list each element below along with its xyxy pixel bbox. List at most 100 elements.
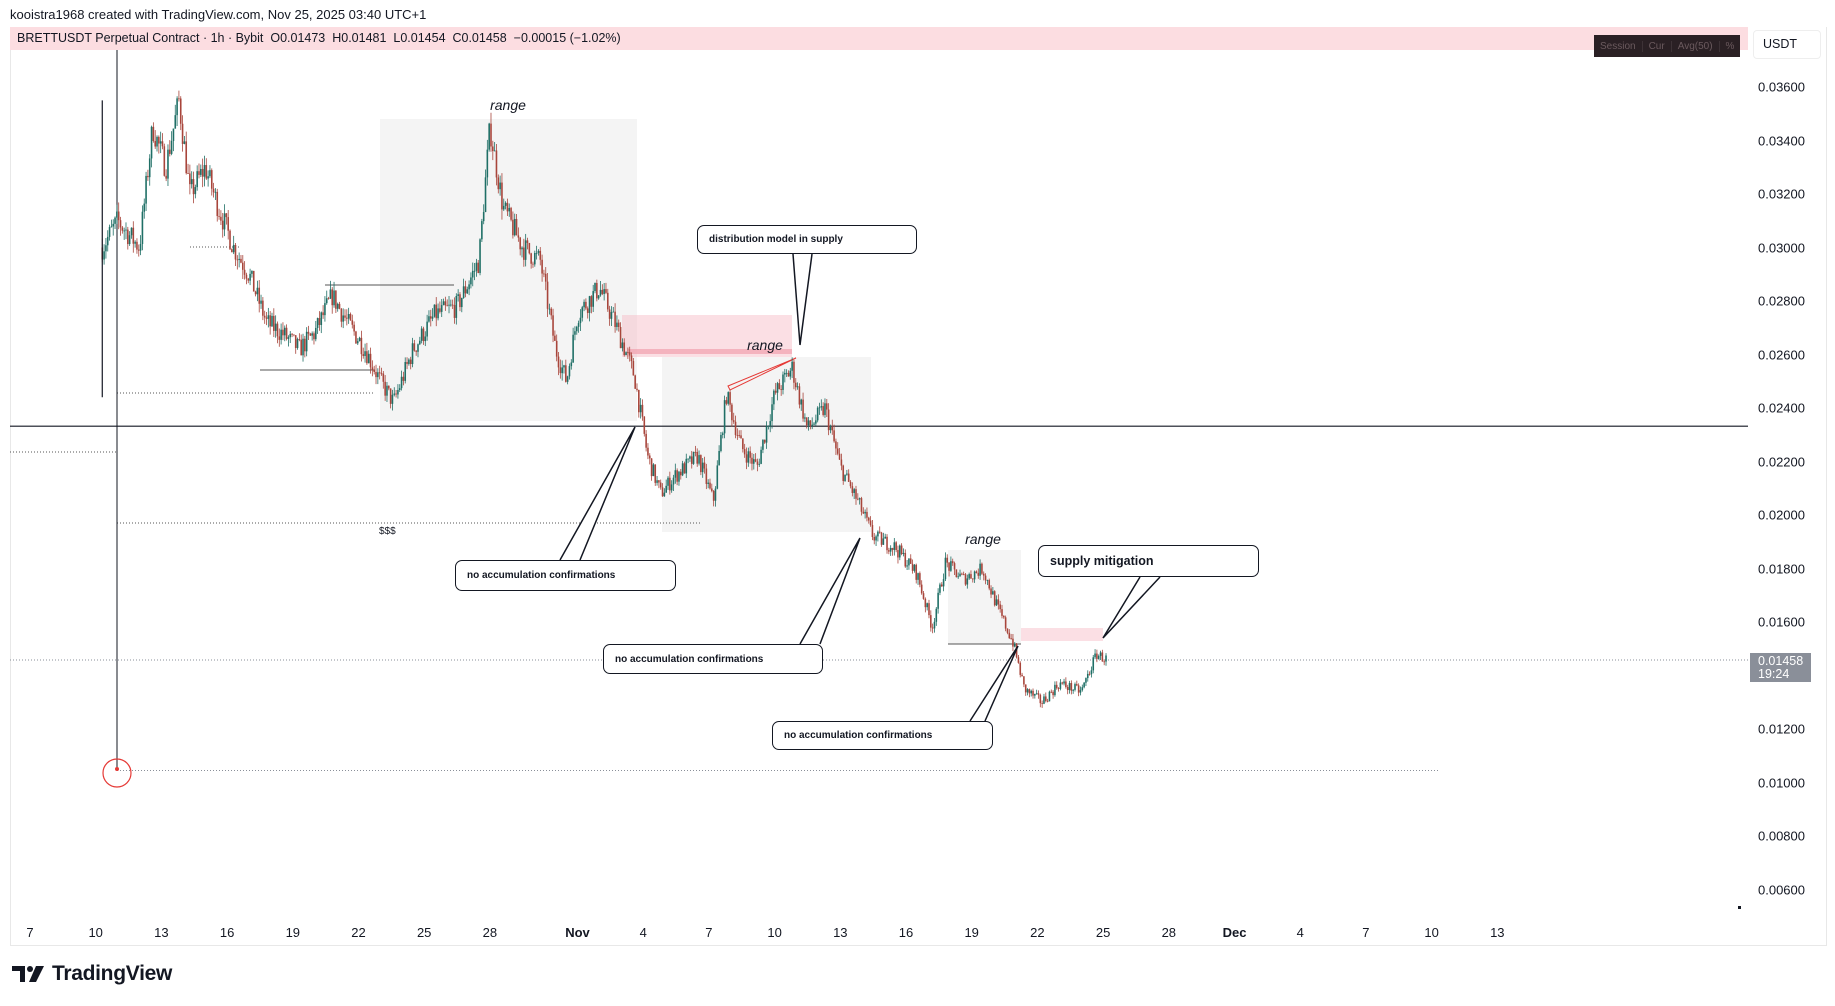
candle-body bbox=[493, 150, 496, 152]
range-label-1[interactable]: range bbox=[490, 97, 526, 113]
candle-body bbox=[400, 376, 403, 389]
candle-body bbox=[933, 621, 936, 629]
callout-no-accumulation-3[interactable]: no accumulation confirmations bbox=[772, 721, 993, 750]
candle-body bbox=[555, 340, 558, 357]
time-tick-label: 16 bbox=[898, 925, 914, 940]
candle-body bbox=[981, 563, 983, 574]
candle-body bbox=[692, 451, 695, 464]
candle-body bbox=[902, 552, 905, 554]
candle-body bbox=[1026, 689, 1029, 693]
liquidity-marker[interactable]: $$$ bbox=[379, 526, 396, 537]
range-label-2[interactable]: range bbox=[747, 337, 783, 353]
callout-supply-mitigation[interactable]: supply mitigation bbox=[1038, 545, 1259, 577]
candle-body bbox=[625, 352, 627, 356]
candle-body bbox=[1039, 694, 1042, 704]
candle-body bbox=[674, 470, 677, 478]
candle-body bbox=[939, 584, 941, 593]
price-tick-label: 0.01600 bbox=[1758, 614, 1805, 630]
candle-body bbox=[274, 323, 277, 331]
candle-body bbox=[851, 486, 854, 493]
tab-avg50[interactable]: Avg(50) bbox=[1672, 40, 1720, 52]
candle-body bbox=[815, 420, 817, 424]
candle-body bbox=[742, 438, 744, 450]
candle-body bbox=[765, 426, 768, 443]
candle-body bbox=[262, 300, 264, 316]
candle-body bbox=[276, 323, 279, 337]
range-box-3[interactable] bbox=[948, 550, 1021, 644]
candle-body bbox=[304, 338, 306, 352]
candle-body bbox=[236, 259, 239, 261]
candle-body bbox=[716, 465, 719, 489]
candle-body bbox=[181, 123, 184, 144]
candle-body bbox=[349, 314, 352, 321]
candle-body bbox=[429, 316, 432, 319]
candle-body bbox=[909, 558, 912, 564]
candle-body bbox=[245, 274, 248, 279]
candle-body bbox=[930, 615, 932, 628]
candle-body bbox=[771, 404, 773, 422]
candle-body bbox=[201, 168, 204, 177]
candle-body bbox=[457, 294, 459, 296]
drawing-lines bbox=[10, 50, 1748, 788]
currency-selector[interactable]: USDT bbox=[1753, 30, 1821, 59]
candle-body bbox=[694, 451, 697, 453]
candle-body bbox=[619, 326, 622, 349]
candle-body bbox=[877, 531, 879, 537]
candle-body bbox=[431, 316, 434, 319]
price-tick-label: 0.02600 bbox=[1758, 347, 1805, 362]
indicator-tabs[interactable]: Session Cur Avg(50) % bbox=[1594, 35, 1741, 57]
symbol-legend[interactable]: BRETTUSDT Perpetual Contract · 1h · Bybi… bbox=[17, 31, 621, 45]
candle-body bbox=[687, 458, 689, 460]
range-label-3[interactable]: range bbox=[965, 531, 1001, 547]
candle-body bbox=[747, 451, 750, 463]
tab-cur[interactable]: Cur bbox=[1643, 40, 1672, 52]
time-tick-label: 19 bbox=[285, 925, 301, 940]
candle-body bbox=[203, 165, 206, 177]
legend-high: H0.01481 bbox=[332, 31, 387, 45]
candle-body bbox=[895, 542, 897, 551]
candle-body bbox=[703, 462, 706, 469]
candle-body bbox=[886, 536, 888, 551]
candle-body bbox=[541, 259, 543, 274]
price-tick-label: 0.01000 bbox=[1758, 775, 1805, 790]
candle-body bbox=[234, 244, 237, 260]
callout-pointer bbox=[559, 426, 636, 561]
price-tick-label: 0.02200 bbox=[1758, 454, 1805, 469]
candle-body bbox=[316, 318, 319, 328]
candle-body bbox=[147, 175, 149, 178]
callout-no-accumulation-2[interactable]: no accumulation confirmations bbox=[603, 644, 823, 674]
candle-body bbox=[723, 400, 726, 434]
candle-body bbox=[889, 547, 892, 552]
candle-body bbox=[601, 289, 604, 294]
tab-session[interactable]: Session bbox=[1594, 40, 1643, 52]
candle-body bbox=[470, 277, 472, 285]
candle-body bbox=[125, 229, 127, 231]
callout-distribution[interactable]: distribution model in supply bbox=[697, 225, 917, 254]
candle-body bbox=[906, 565, 908, 567]
candle-body bbox=[833, 430, 835, 442]
candle-body bbox=[984, 575, 987, 581]
candle-body bbox=[353, 324, 355, 332]
candle-body bbox=[1055, 684, 1058, 689]
candle-body bbox=[198, 171, 200, 175]
candle-body bbox=[800, 399, 803, 405]
distribution-trendline bbox=[727, 357, 797, 391]
range-box-1[interactable] bbox=[380, 119, 637, 421]
tab-percent[interactable]: % bbox=[1725, 40, 1735, 52]
candle-body bbox=[168, 149, 171, 154]
tradingview-logo[interactable]: TradingView bbox=[12, 962, 172, 986]
candle-body bbox=[586, 308, 589, 313]
candle-body bbox=[1088, 673, 1091, 675]
candle-body bbox=[824, 403, 826, 415]
callout-no-accumulation-1[interactable]: no accumulation confirmations bbox=[455, 560, 676, 591]
candle-body bbox=[754, 459, 757, 462]
candle-body bbox=[415, 350, 417, 352]
candle-body bbox=[782, 374, 784, 390]
candle-body bbox=[214, 191, 217, 193]
supply-zone-2[interactable] bbox=[1021, 628, 1103, 641]
candle-body bbox=[853, 489, 855, 493]
candle-body bbox=[654, 464, 657, 483]
candle-body bbox=[997, 599, 1000, 605]
candle-body bbox=[992, 591, 994, 595]
